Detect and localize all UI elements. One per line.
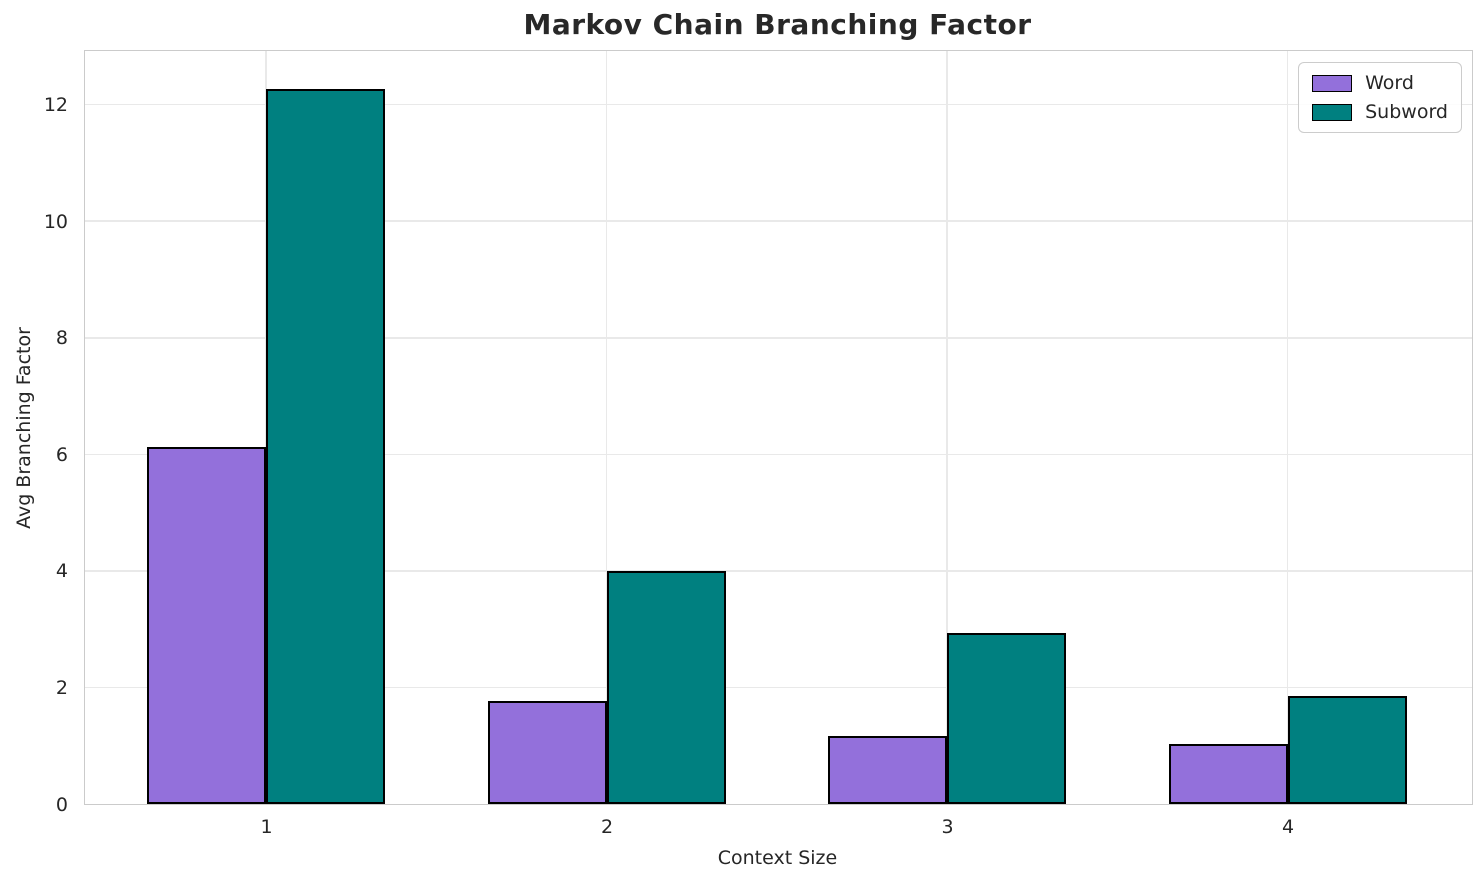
bar-subword-ctx2: [606, 570, 726, 804]
bar-word-ctx4: [1168, 743, 1288, 804]
gridline-y-6: [85, 453, 1472, 456]
plot-area: Word Subword: [84, 50, 1473, 805]
gridline-y-10: [85, 220, 1472, 222]
gridline-x-4: [1286, 51, 1289, 804]
gridline-y-8: [85, 337, 1472, 339]
x-tick-label-4: 4: [1281, 816, 1295, 838]
bar-word-ctx3: [828, 736, 947, 804]
y-tick-label-6: 6: [55, 443, 68, 466]
legend-item-word: Word: [1312, 73, 1448, 93]
gridline-x-2: [605, 51, 608, 804]
gridline-y-12: [85, 103, 1472, 106]
bar-word-ctx2: [487, 700, 607, 804]
y-tick-label-12: 12: [43, 94, 68, 117]
legend-item-subword: Subword: [1312, 102, 1448, 122]
legend: Word Subword: [1298, 62, 1462, 133]
legend-label-subword: Subword: [1365, 101, 1448, 123]
y-tick-label-0: 0: [55, 793, 68, 816]
bar-subword-ctx4: [1287, 696, 1407, 804]
chart-title: Markov Chain Branching Factor: [523, 8, 1032, 41]
bar-word-ctx1: [147, 447, 266, 804]
x-axis-label: Context Size: [717, 847, 838, 869]
y-axis-label: Avg Branching Factor: [13, 327, 35, 529]
y-tick-label-2: 2: [55, 676, 68, 699]
gridline-y-4: [85, 570, 1472, 572]
x-tick-label-1: 1: [260, 816, 273, 838]
y-tick-label-10: 10: [43, 210, 68, 233]
gridline-x-3: [946, 51, 948, 804]
y-tick-label-4: 4: [55, 560, 68, 583]
bar-subword-ctx3: [947, 632, 1066, 804]
legend-swatch-word: [1312, 74, 1353, 92]
legend-swatch-subword: [1312, 103, 1353, 121]
legend-label-word: Word: [1365, 72, 1414, 94]
x-tick-label-2: 2: [600, 816, 614, 838]
bar-subword-ctx1: [266, 88, 385, 804]
x-tick-label-3: 3: [941, 816, 954, 838]
gridline-y-2: [85, 686, 1472, 689]
y-tick-label-8: 8: [55, 327, 68, 350]
